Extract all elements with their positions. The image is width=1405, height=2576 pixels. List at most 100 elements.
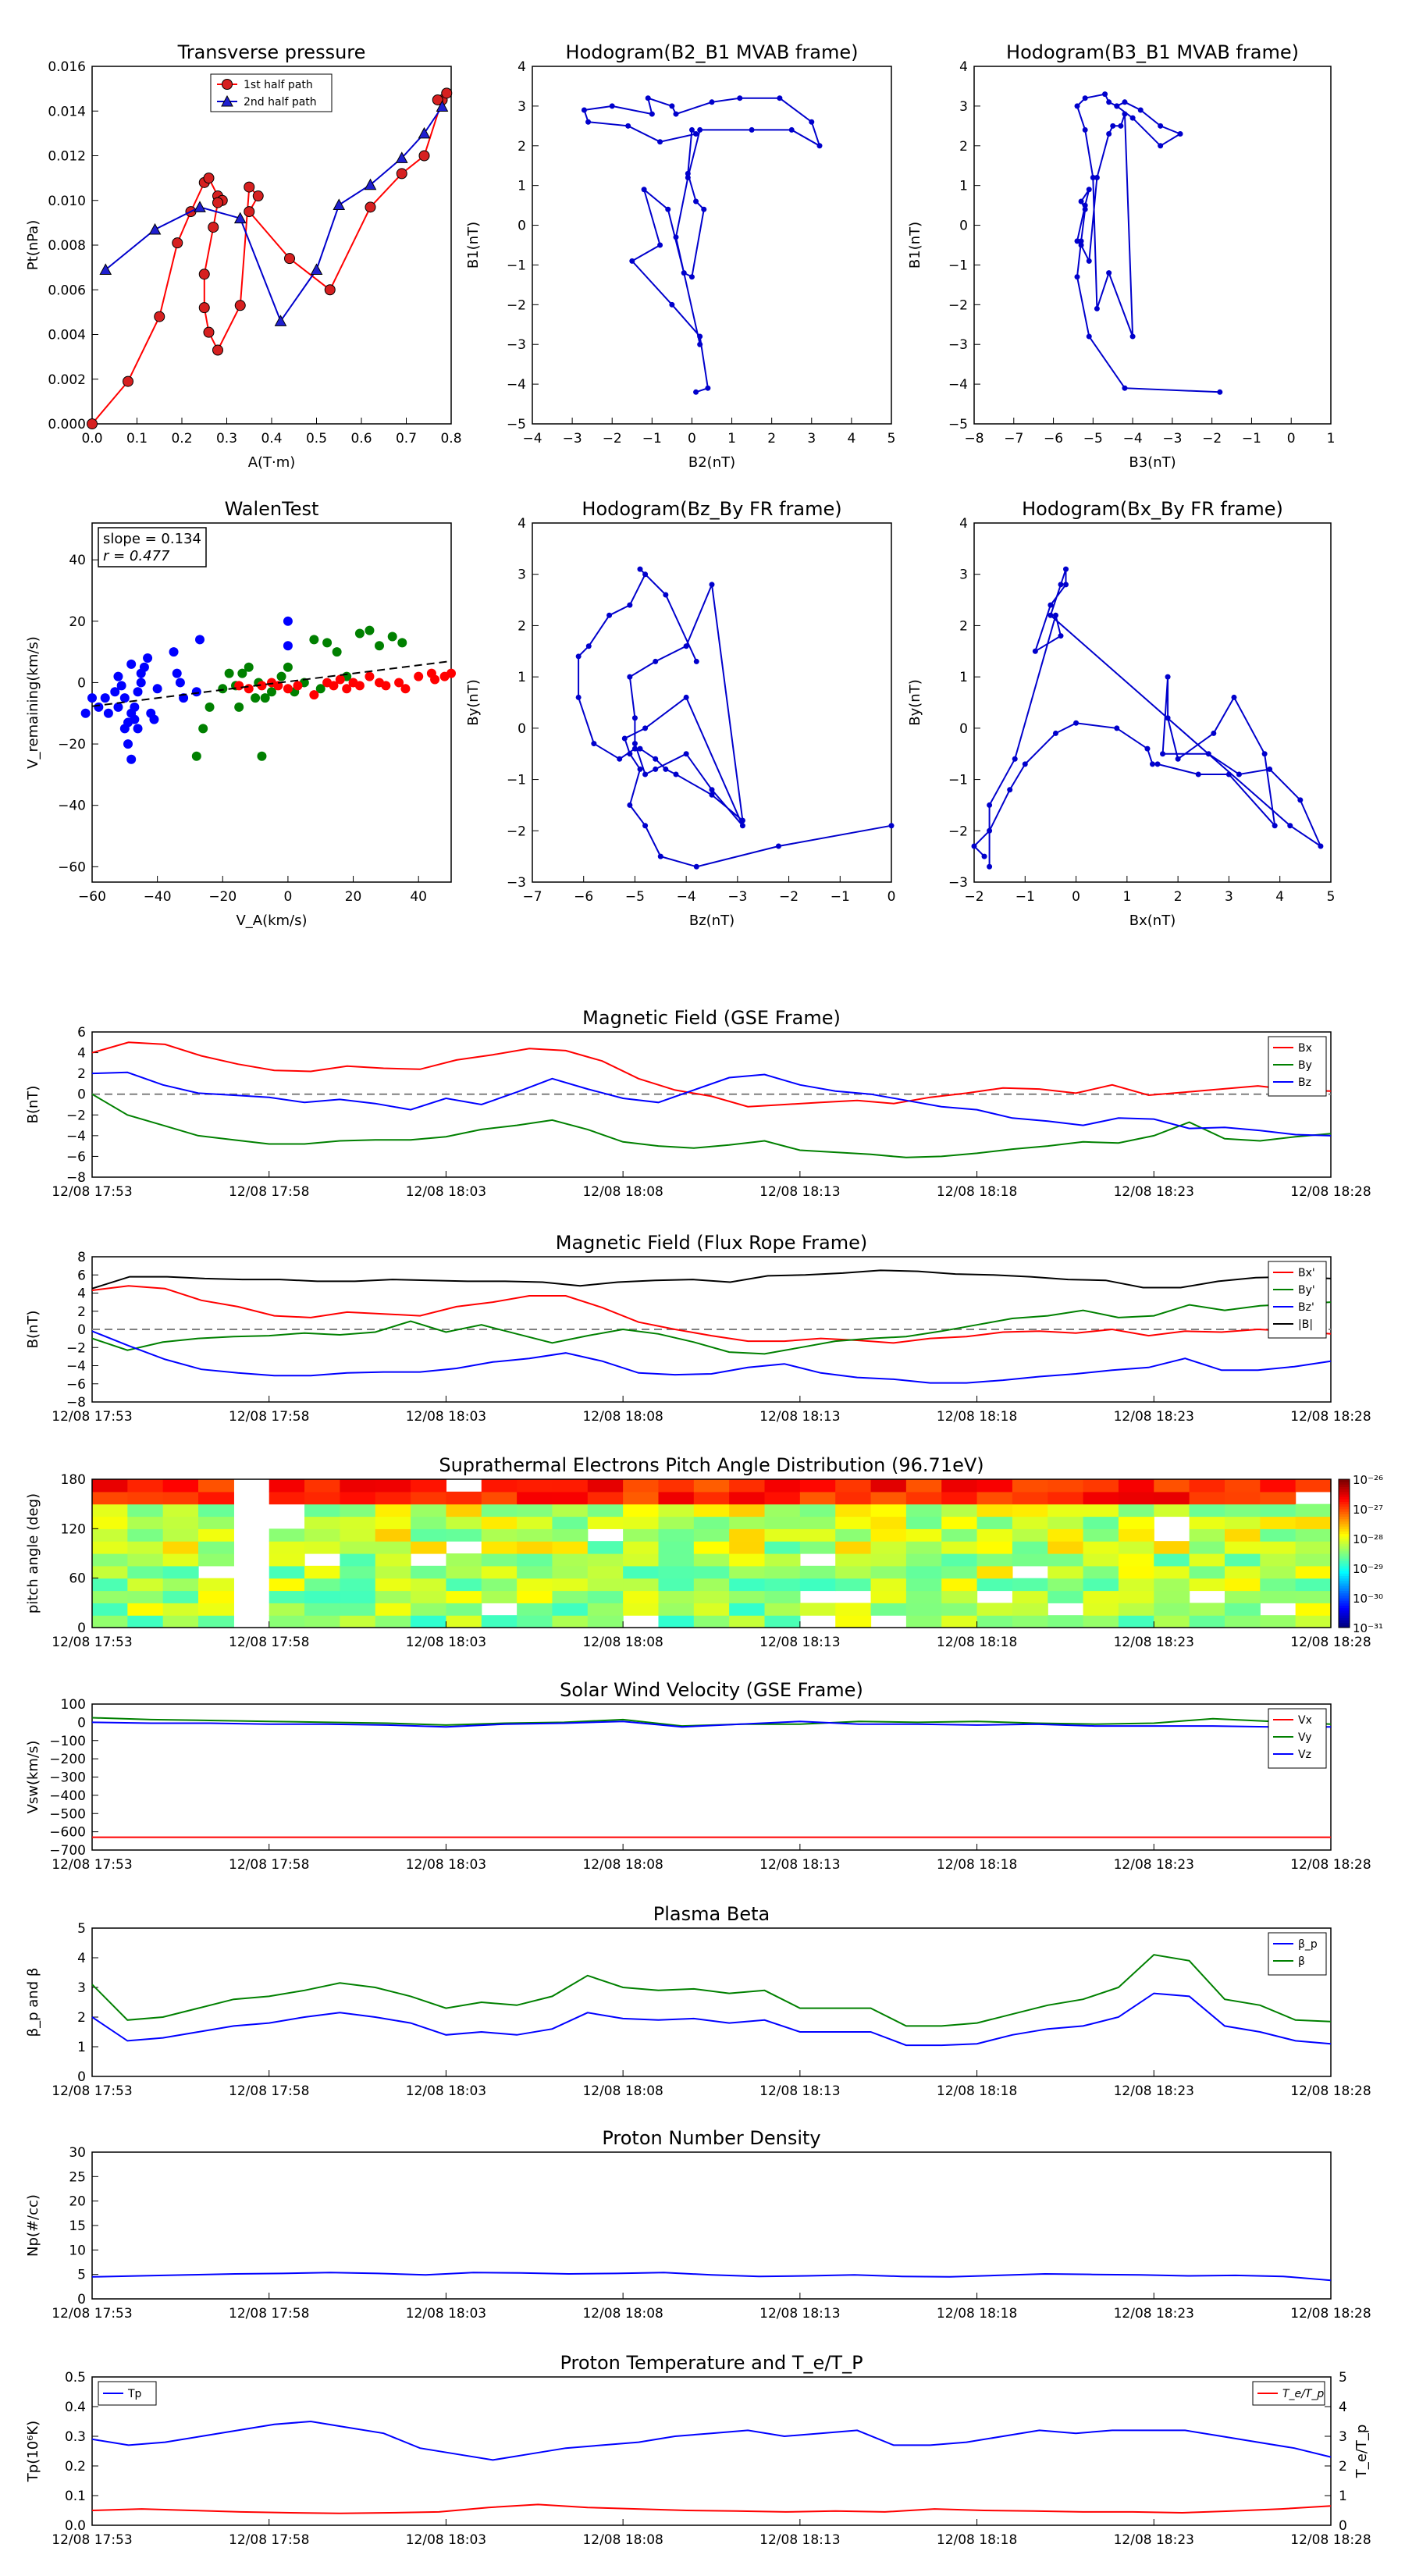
data-point <box>665 206 671 212</box>
x-tick-label: 12/08 18:03 <box>406 2306 486 2322</box>
fit-line <box>91 660 452 707</box>
data-point <box>627 802 633 808</box>
heatmap-cell <box>729 1578 766 1592</box>
data-point <box>697 126 703 133</box>
heatmap-cell <box>552 1516 589 1529</box>
data-point <box>244 181 255 193</box>
data-point <box>1122 385 1128 391</box>
heatmap-cell <box>799 1503 836 1517</box>
y-tick-label: 0 <box>1339 2518 1347 2534</box>
heatmap-cell <box>799 1491 836 1505</box>
x-tick-label: 12/08 17:58 <box>229 1409 309 1425</box>
scatter-point <box>191 687 201 697</box>
heatmap-cell <box>623 1516 660 1529</box>
heatmap-cell <box>587 1578 624 1592</box>
heatmap-cell <box>481 1590 518 1603</box>
y-tick-label: −100 <box>49 1734 86 1749</box>
colorbar-segment <box>1339 1585 1350 1589</box>
scatter-point <box>309 690 319 700</box>
colorbar-segment <box>1339 1595 1350 1599</box>
chart-title: WalenTest <box>225 498 319 520</box>
colorbar-segment <box>1339 1533 1350 1537</box>
legend-label: Tp <box>127 2388 142 2400</box>
x-tick-label: −2 <box>603 431 622 447</box>
heatmap-cell <box>1189 1615 1225 1628</box>
heatmap-cell <box>198 1578 234 1592</box>
heatmap-cell <box>552 1590 589 1603</box>
data-point <box>1012 756 1018 762</box>
y-tick-label: −20 <box>58 737 86 753</box>
colorbar-segment <box>1339 1521 1350 1525</box>
y-tick-label: 0.006 <box>48 283 86 298</box>
data-point <box>1205 751 1211 757</box>
y-tick-label: −2 <box>948 297 968 313</box>
data-point <box>1106 270 1112 276</box>
heatmap-cell <box>375 1516 411 1529</box>
heatmap-cell <box>1118 1503 1154 1517</box>
legend-label: Vx <box>1298 1714 1312 1727</box>
colorbar-segment <box>1339 1518 1350 1522</box>
legend-label: β <box>1298 1955 1305 1968</box>
colorbar-segment <box>1339 1560 1350 1564</box>
timeseries-chart: Magnetic Field (GSE Frame) −8 −6 −4 −2 0 2 4 6 12… <box>25 1007 1371 1200</box>
x-tick-label: 12/08 18:28 <box>1290 1857 1371 1873</box>
y-tick-label: 1 <box>518 179 526 194</box>
chart-title: Hodogram(B3_B1 MVAB frame) <box>1006 41 1299 63</box>
x-tick-label: 12/08 17:53 <box>52 1635 132 1650</box>
timeseries-chart: Proton Number Density 0 5 10 15 20 25 30 12/08 1… <box>25 2127 1371 2322</box>
heatmap-cell <box>162 1491 199 1505</box>
x-tick-label: −2 <box>1202 431 1222 447</box>
y-tick-label: −8 <box>66 1395 86 1411</box>
colorbar-segment <box>1339 1553 1350 1557</box>
x-tick-label: −7 <box>522 889 542 905</box>
heatmap-cell <box>198 1603 234 1616</box>
colorbar-segment <box>1339 1600 1350 1603</box>
heatmap-cell <box>764 1479 801 1493</box>
data-point <box>625 123 631 129</box>
heatmap-cell <box>976 1528 1013 1542</box>
y-tick-label: 0.2 <box>65 2459 86 2475</box>
data-point <box>657 853 663 859</box>
y-tick-label: −2 <box>507 297 526 313</box>
heatmap-cell <box>1012 1528 1048 1542</box>
heatmap-cell <box>517 1578 553 1592</box>
colorbar-segment <box>1339 1605 1350 1609</box>
x-tick-label: 12/08 18:23 <box>1114 2532 1194 2548</box>
scatter-point <box>133 724 143 734</box>
y-tick-label: −2 <box>66 1108 86 1123</box>
heatmap-cell <box>835 1516 872 1529</box>
heatmap-cell <box>693 1528 730 1542</box>
heatmap-cell <box>941 1615 978 1628</box>
legend: Bx' By' Bz' |B| <box>1268 1261 1327 1339</box>
legend-label: Vy <box>1298 1731 1312 1744</box>
heatmap-cell <box>92 1578 128 1592</box>
heatmap-cell <box>976 1503 1013 1517</box>
heatmap-cell <box>304 1516 340 1529</box>
heatmap-cell <box>446 1491 482 1505</box>
data-point <box>693 389 699 395</box>
series-line <box>91 1301 1332 1355</box>
heatmap-cell <box>127 1503 164 1517</box>
data-point <box>418 150 430 162</box>
x-tick-label: −4 <box>522 431 542 447</box>
y-tick-label: 0 <box>518 219 526 234</box>
data-point <box>1058 633 1064 639</box>
y-tick-label: 0.014 <box>48 104 86 119</box>
y-tick-label: 40 <box>69 553 86 568</box>
data-point <box>1318 843 1324 849</box>
heatmap-cell <box>1224 1516 1261 1529</box>
data-point <box>653 756 659 762</box>
heatmap-cell <box>693 1541 730 1554</box>
y-tick-label: 2 <box>959 139 968 155</box>
pitch-angle-frame <box>91 1478 1332 1628</box>
y-axis-label: Tp(10⁶K) <box>25 2421 41 2482</box>
heatmap-cell <box>375 1528 411 1542</box>
scatter-point <box>293 681 303 691</box>
scatter-point <box>110 687 120 697</box>
y-tick-label: 0 <box>77 675 86 691</box>
heatmap-cell <box>658 1541 695 1554</box>
heatmap-cell <box>658 1578 695 1592</box>
heatmap-cell <box>446 1603 482 1616</box>
heatmap-cell <box>411 1578 447 1592</box>
